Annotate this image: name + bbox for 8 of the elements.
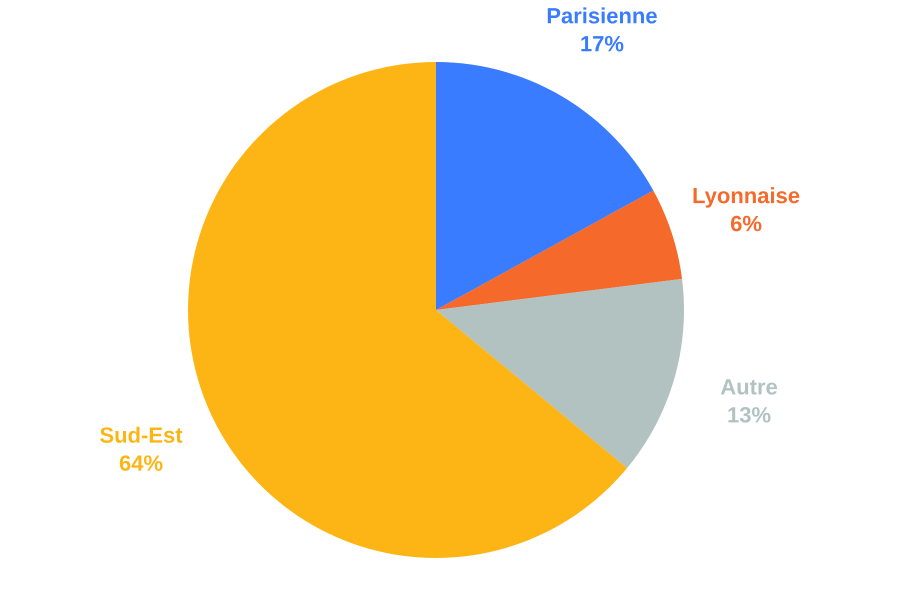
data-label: 64%	[120, 455, 162, 471]
slice-label: Sud-Est	[100, 426, 182, 443]
slice-label: Autre	[720, 379, 778, 395]
slice-label: Parisienne	[548, 7, 657, 24]
data-label: 6%	[730, 216, 762, 232]
slice-label: Lyonnaise	[694, 187, 800, 208]
data-label: 17%	[581, 36, 624, 52]
data-label: 13%	[728, 407, 770, 423]
